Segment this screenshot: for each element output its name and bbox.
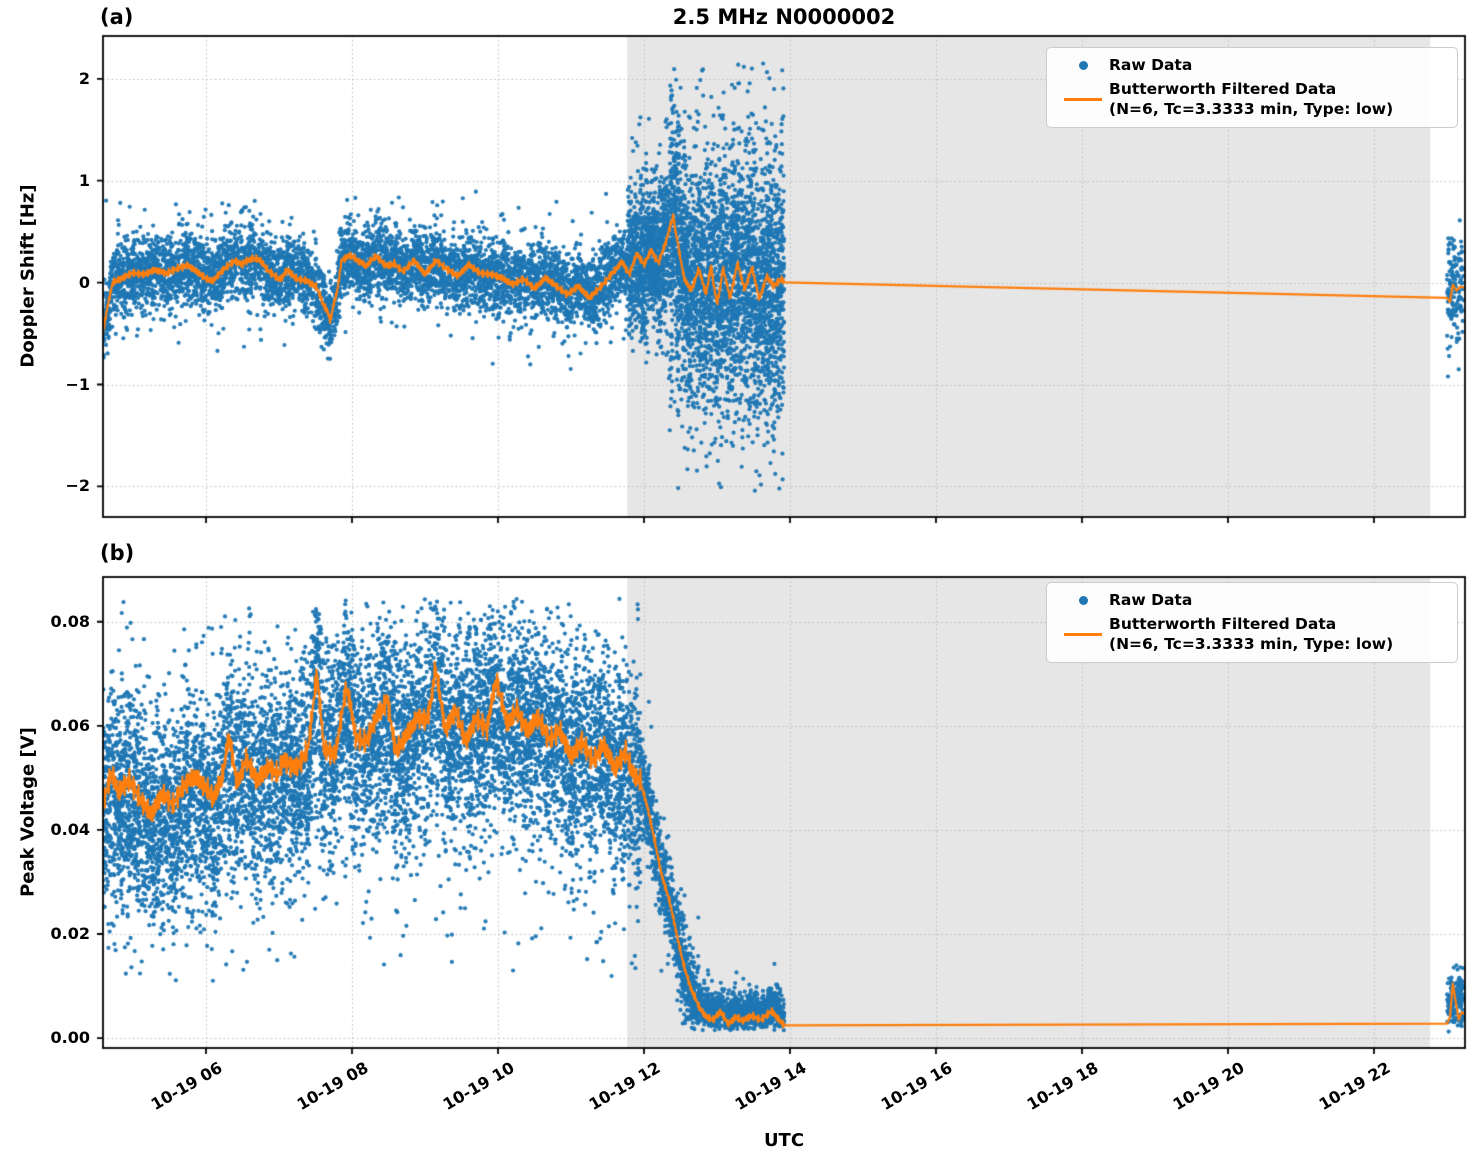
legend-panel-a: Raw Data Butterworth Filtered Data (N=6,… [1046,47,1458,129]
y-tick-label: −2 [65,476,90,496]
y-tick-label: 0.06 [50,715,90,735]
legend-label-filtered: Butterworth Filtered Data [1109,614,1337,633]
legend-item-filtered: Butterworth Filtered Data (N=6, Tc=3.333… [1057,80,1447,120]
y-tick-label: −1 [65,374,90,394]
scatter-dot-icon [1078,596,1088,606]
line-swatch-icon [1064,633,1102,637]
y-tick-label: 0.00 [50,1028,90,1048]
line-swatch-icon [1064,98,1102,102]
scatter-dot-icon [1078,61,1088,71]
x-axis-label: UTC [763,1130,805,1151]
legend-item-filtered: Butterworth Filtered Data (N=6, Tc=3.333… [1057,615,1447,655]
y-axis-label-doppler: Doppler Shift [Hz] [17,184,39,368]
y-tick-label: 0.04 [50,820,90,840]
y-tick-label: 2 [78,68,90,88]
legend-label-filtered-params: (N=6, Tc=3.3333 min, Type: low) [1109,634,1394,653]
y-axis-label-voltage: Peak Voltage [V] [17,727,39,897]
panel-b-label: (b) [100,541,135,565]
y-tick-label: 1 [78,170,90,190]
legend-item-raw: Raw Data [1057,56,1447,76]
legend-item-raw: Raw Data [1057,591,1447,611]
legend-label-filtered: Butterworth Filtered Data [1109,79,1337,98]
raw-data-marker [1057,61,1109,71]
legend-panel-b: Raw Data Butterworth Filtered Data (N=6,… [1046,582,1458,664]
y-tick-label: 0.02 [50,924,90,944]
legend-label-raw: Raw Data [1109,591,1193,609]
filtered-line-marker [1057,98,1109,102]
y-tick-label: 0 [78,272,90,292]
y-tick-label: 0.08 [50,611,90,631]
legend-label-raw: Raw Data [1109,56,1193,74]
panel-a-label: (a) [100,5,134,29]
raw-data-marker [1057,596,1109,606]
filtered-line-marker [1057,633,1109,637]
chart-title: 2.5 MHz N0000002 [672,5,896,29]
legend-label-filtered-params: (N=6, Tc=3.3333 min, Type: low) [1109,99,1394,118]
